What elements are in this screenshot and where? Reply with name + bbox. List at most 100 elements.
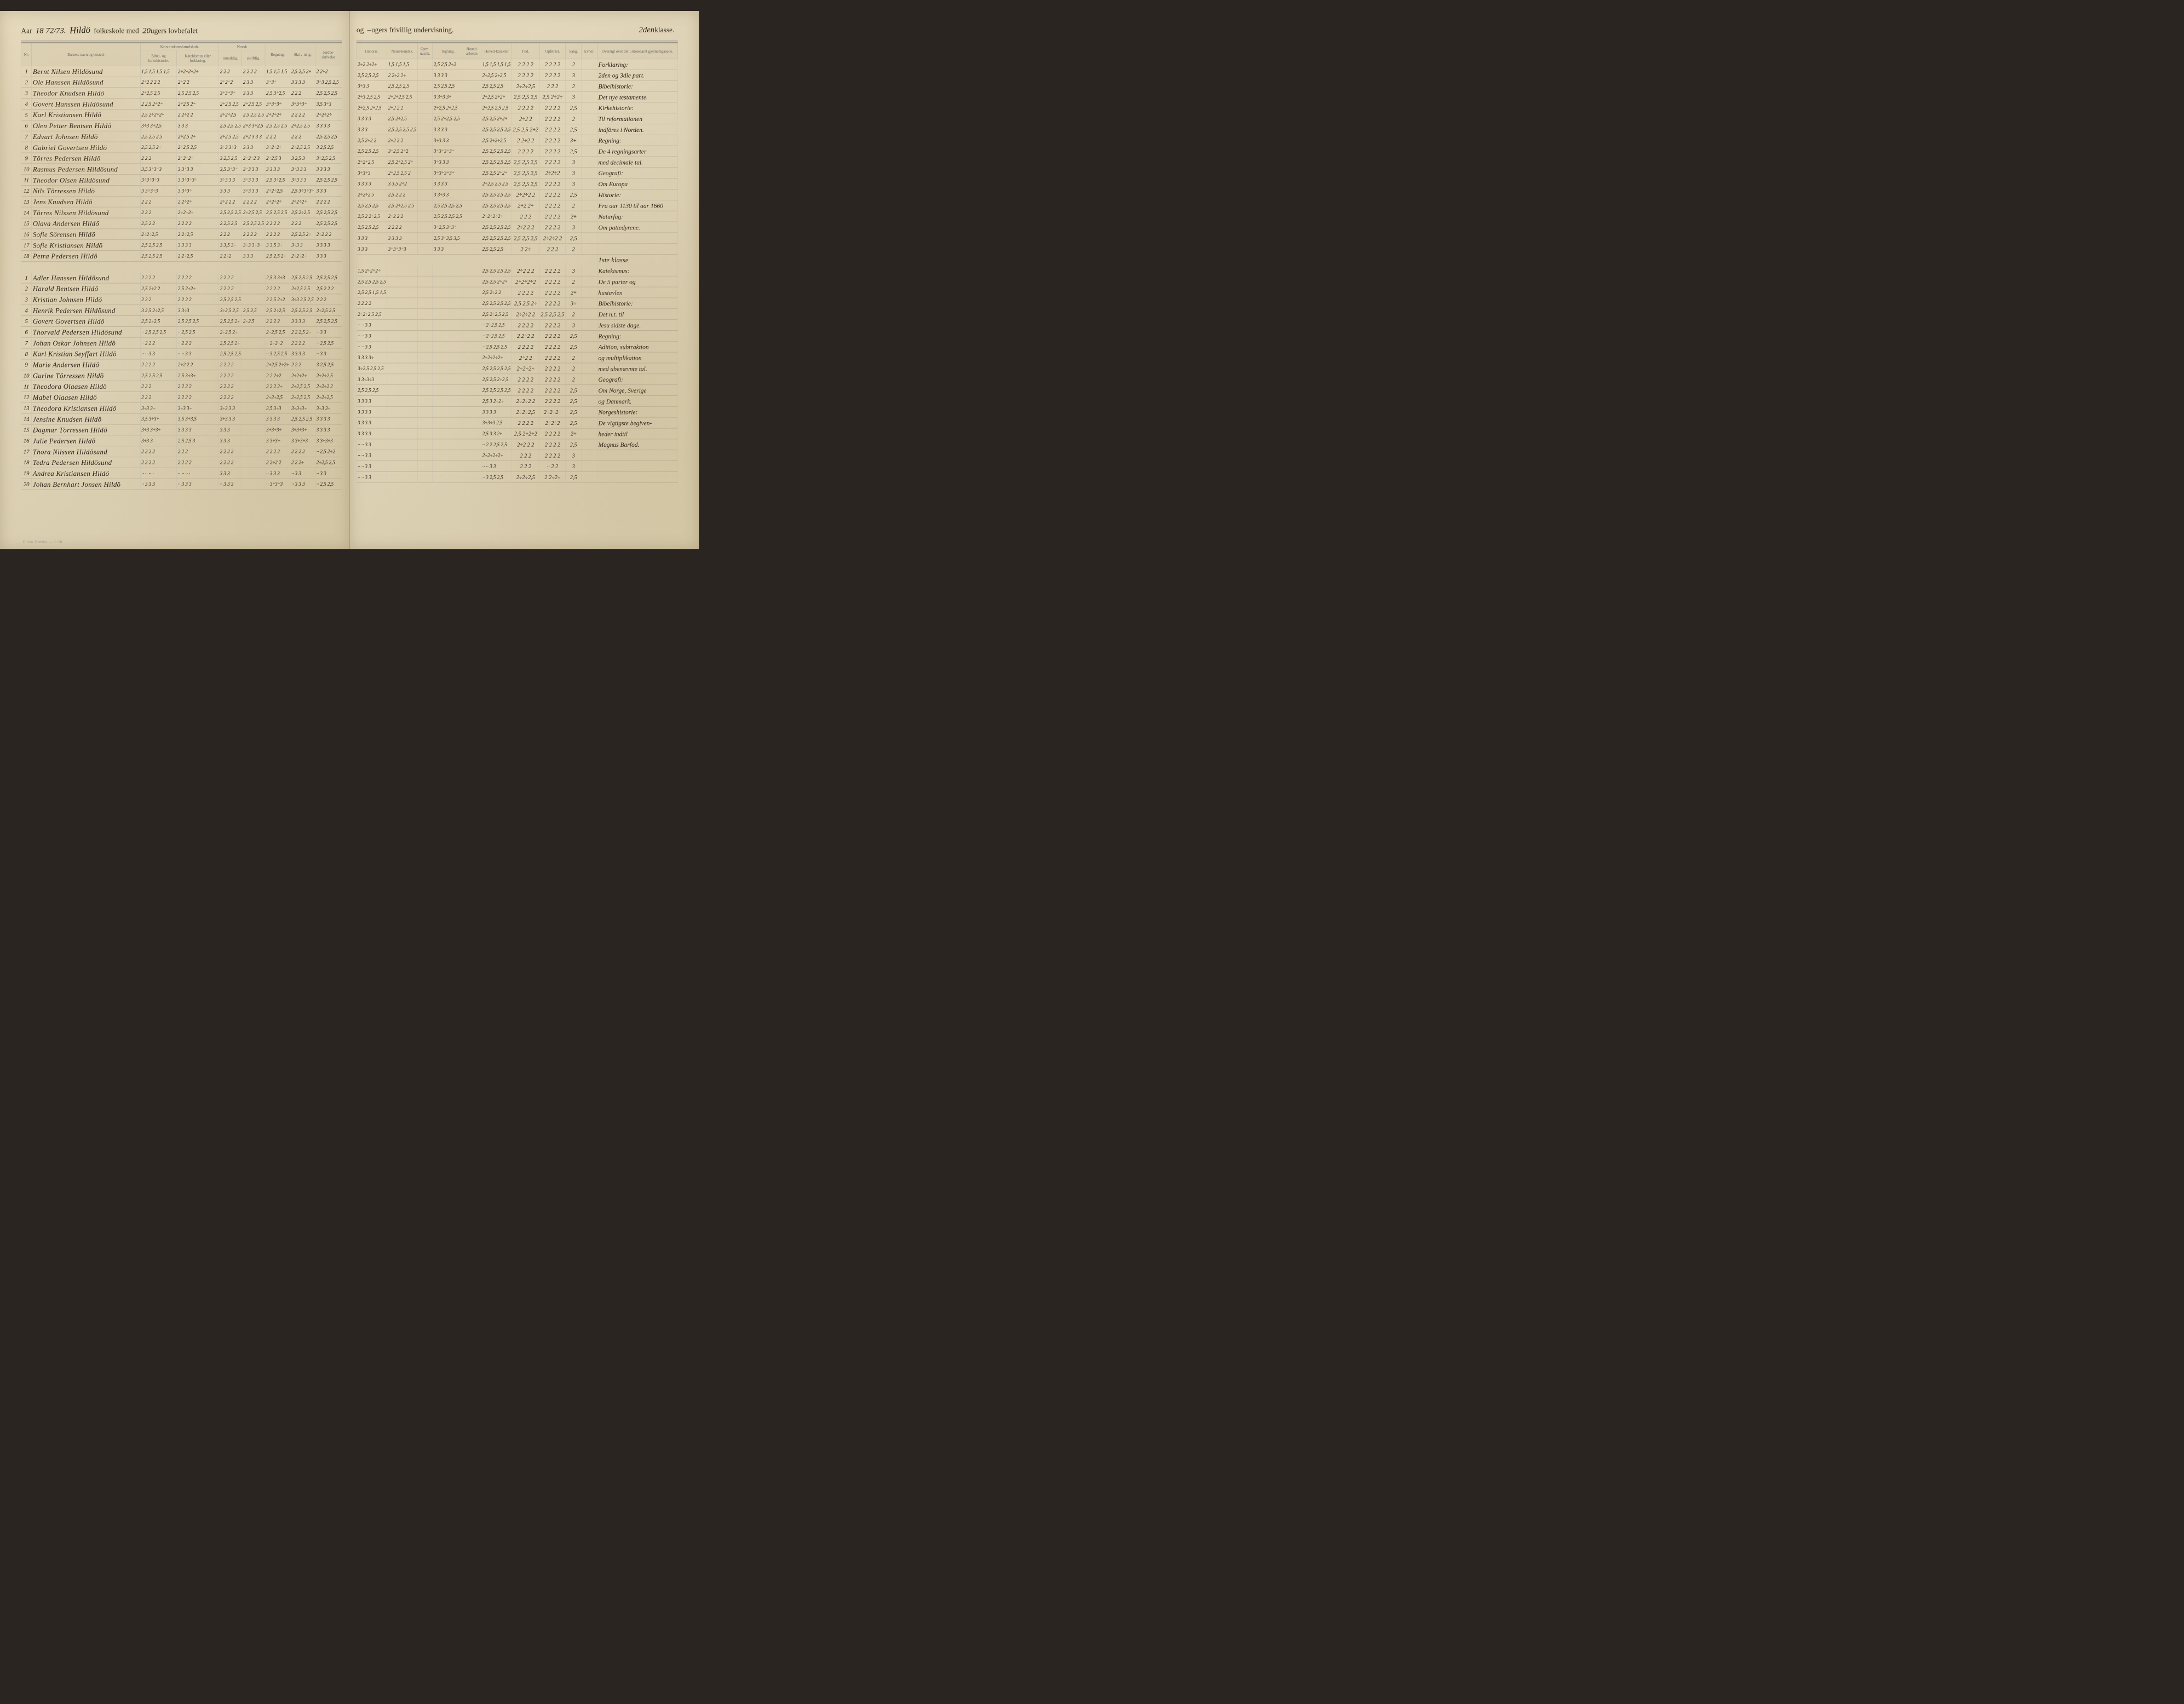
- grade-cell: 3,5 3÷3: [265, 403, 290, 414]
- grade-cell: [417, 124, 433, 135]
- grade-cell: 2 2 2 2: [539, 179, 566, 189]
- grade-cell: 2 2 2 2: [177, 392, 219, 403]
- grade-cell: 3 3 3 3: [290, 316, 315, 327]
- grade-cell: 3 3 3 3: [177, 424, 219, 435]
- table-row: 3 3 3 33 3,5 2÷23 3 3 32÷2,5 2,5 2,52,5 …: [357, 179, 678, 189]
- grade-cell: 2÷3 3÷2,5: [242, 120, 265, 131]
- school-name: Hildö: [70, 25, 91, 36]
- grade-cell: 2,5 2,5 2,5: [140, 240, 177, 251]
- grade-cell: 2÷2÷2,5 2,5: [387, 91, 418, 102]
- grade-cell: [387, 298, 418, 309]
- grade-cell: [433, 298, 463, 309]
- grade-cell: 2: [566, 244, 582, 255]
- grade-cell: 2,5 2,5 2,5 2,5: [481, 385, 512, 396]
- grade-cell: 3 3 3 3: [387, 233, 418, 244]
- grade-cell: 3÷3÷3÷: [290, 99, 315, 110]
- row-number: 10: [21, 164, 32, 175]
- grade-cell: ·· 2,5 2,5: [315, 479, 342, 490]
- grade-cell: [417, 461, 433, 472]
- grade-cell: 2÷2,5 2,5: [219, 131, 242, 142]
- grade-cell: ·· ·· 3 3: [357, 439, 387, 450]
- table-row: 2,5 2÷2 22÷2 2 23÷3 3 32,5 2÷2÷2,52 2÷2 …: [357, 135, 678, 146]
- student-name: Adler Hanssen Hildösund: [32, 273, 140, 284]
- row-number: 12: [21, 392, 32, 403]
- table-row: ·· ·· 3 3·· 2÷2,5 2,52 2 2 22 2 2 23Jesu…: [357, 320, 678, 331]
- grade-cell: 2,5 3÷2,5: [265, 175, 290, 186]
- row-number: 11: [21, 175, 32, 186]
- grade-cell: 2 2 2 2: [140, 359, 177, 370]
- grade-cell: 3 2,5 2,5: [315, 142, 342, 153]
- grade-cell: [463, 168, 481, 179]
- grade-cell: 2 2 2 2: [177, 294, 219, 305]
- grade-cell: [463, 439, 481, 450]
- grade-cell: 2,5 2,5 2÷2÷: [481, 168, 512, 179]
- row-number: 11: [21, 381, 32, 392]
- table-row: 3÷2,5 2,5 2,52,5 2,5 2,5 2,52÷2÷2÷2 2 2 …: [357, 363, 678, 374]
- grade-cell: 2,5 2,5 1,5 1,5: [357, 287, 387, 298]
- student-name: Theodora Olaasen Hildö: [32, 381, 140, 392]
- col-haand: Haand-arbeide.: [463, 43, 481, 59]
- col-bibel: Bibel- og kirkehistorie.: [140, 50, 177, 66]
- grade-cell: 3 3 3 3: [357, 113, 387, 124]
- grade-cell: [463, 266, 481, 277]
- grade-cell: 2 2 2 2: [539, 211, 566, 222]
- grade-cell: [463, 222, 481, 233]
- grade-cell: 2,5 2,5 2,5: [140, 370, 177, 381]
- table-row: 2÷2÷2,5 2,52,5 2÷2,5 2,52÷2÷2 22,5 2,5 2…: [357, 309, 678, 320]
- grade-cell: 2 2 2 2: [539, 124, 566, 135]
- grade-cell: 2 2 2: [265, 131, 290, 142]
- grade-cell: 3: [566, 320, 582, 331]
- grade-cell: [417, 385, 433, 396]
- grade-cell: ·· ·· 3 3: [357, 331, 387, 342]
- table-row: 14Jensine Knudsen Hildö3,5 3÷3÷3,5 3÷3,5…: [21, 414, 342, 425]
- grade-cell: [582, 363, 597, 374]
- student-name: Andrea Kristiansen Hildö: [32, 468, 140, 479]
- grade-cell: 2,5 2÷2÷2÷: [140, 110, 177, 120]
- grade-cell: ·· 3 2,5 2,5: [265, 348, 290, 359]
- grade-cell: [463, 418, 481, 429]
- grade-cell: [242, 283, 265, 294]
- grade-cell: [433, 407, 463, 418]
- table-row: 2,5 2,5 1,5 1,52,5 2÷2 22 2 2 22 2 2 22÷…: [357, 287, 678, 298]
- curriculum-note: [597, 472, 677, 483]
- grade-cell: 3÷2,5 2,5 2,5: [357, 363, 387, 374]
- grade-cell: 2÷2,5 2,5: [290, 142, 315, 153]
- grade-cell: 2 2 2: [290, 88, 315, 99]
- grade-cell: 2 2 2: [290, 218, 315, 229]
- grade-cell: 3: [566, 222, 582, 233]
- grade-cell: 2 2 2: [140, 392, 177, 403]
- student-name: Thorvald Pedersen Hildösund: [32, 327, 140, 338]
- grade-cell: 2 2 2 2: [539, 266, 566, 277]
- grade-cell: 3÷3 3 3: [219, 403, 242, 414]
- grade-cell: 2,5 2,5 2÷: [511, 298, 539, 309]
- grade-cell: ·· 3÷3÷3: [265, 479, 290, 490]
- grade-cell: 3 3 3 3: [481, 407, 512, 418]
- grade-cell: [582, 222, 597, 233]
- grade-cell: ·· 2 2 2: [140, 338, 177, 349]
- row-number: 8: [21, 142, 32, 153]
- table-row: 11Theodor Olsen Hildösund3÷3÷3÷33 3÷3÷3÷…: [21, 175, 342, 186]
- grade-cell: 2÷2÷2÷: [265, 110, 290, 120]
- grade-cell: 2,5: [566, 331, 582, 342]
- grade-cell: 2,5 2,5 2,5: [219, 294, 242, 305]
- grade-cell: [582, 472, 597, 483]
- grade-cell: [242, 457, 265, 468]
- grade-cell: 2,5: [566, 124, 582, 135]
- grade-cell: 2,5 2÷2,5 2,5: [481, 309, 512, 320]
- row-number: 14: [21, 208, 32, 218]
- grade-cell: 2÷2,5 2,5: [290, 283, 315, 294]
- grade-cell: 3,5 3÷3÷3: [140, 164, 177, 175]
- grade-cell: 2,5 2,5 2,5: [481, 244, 512, 255]
- row-number: 3: [21, 294, 32, 305]
- grade-cell: [463, 102, 481, 113]
- table-row: ·· ·· 3 3·· 2,5 2,5 2,52 2 2 22 2 2 22,5…: [357, 342, 678, 353]
- col-skriftlig: skriftlig.: [242, 50, 265, 66]
- row-number: 13: [21, 403, 32, 414]
- col-jord: Jordbe-skrivelse: [315, 43, 342, 66]
- grade-cell: ·· ·· 3 3: [481, 461, 512, 472]
- table-row: 13Jens Knudsen Hildö2 2 22 2÷2÷2÷2 2 22 …: [21, 197, 342, 208]
- grade-cell: ·· 3 3 3: [177, 479, 219, 490]
- grade-cell: 3 3 3: [219, 435, 242, 446]
- grade-cell: 3÷3 3 3: [242, 186, 265, 197]
- grade-cell: [387, 396, 418, 407]
